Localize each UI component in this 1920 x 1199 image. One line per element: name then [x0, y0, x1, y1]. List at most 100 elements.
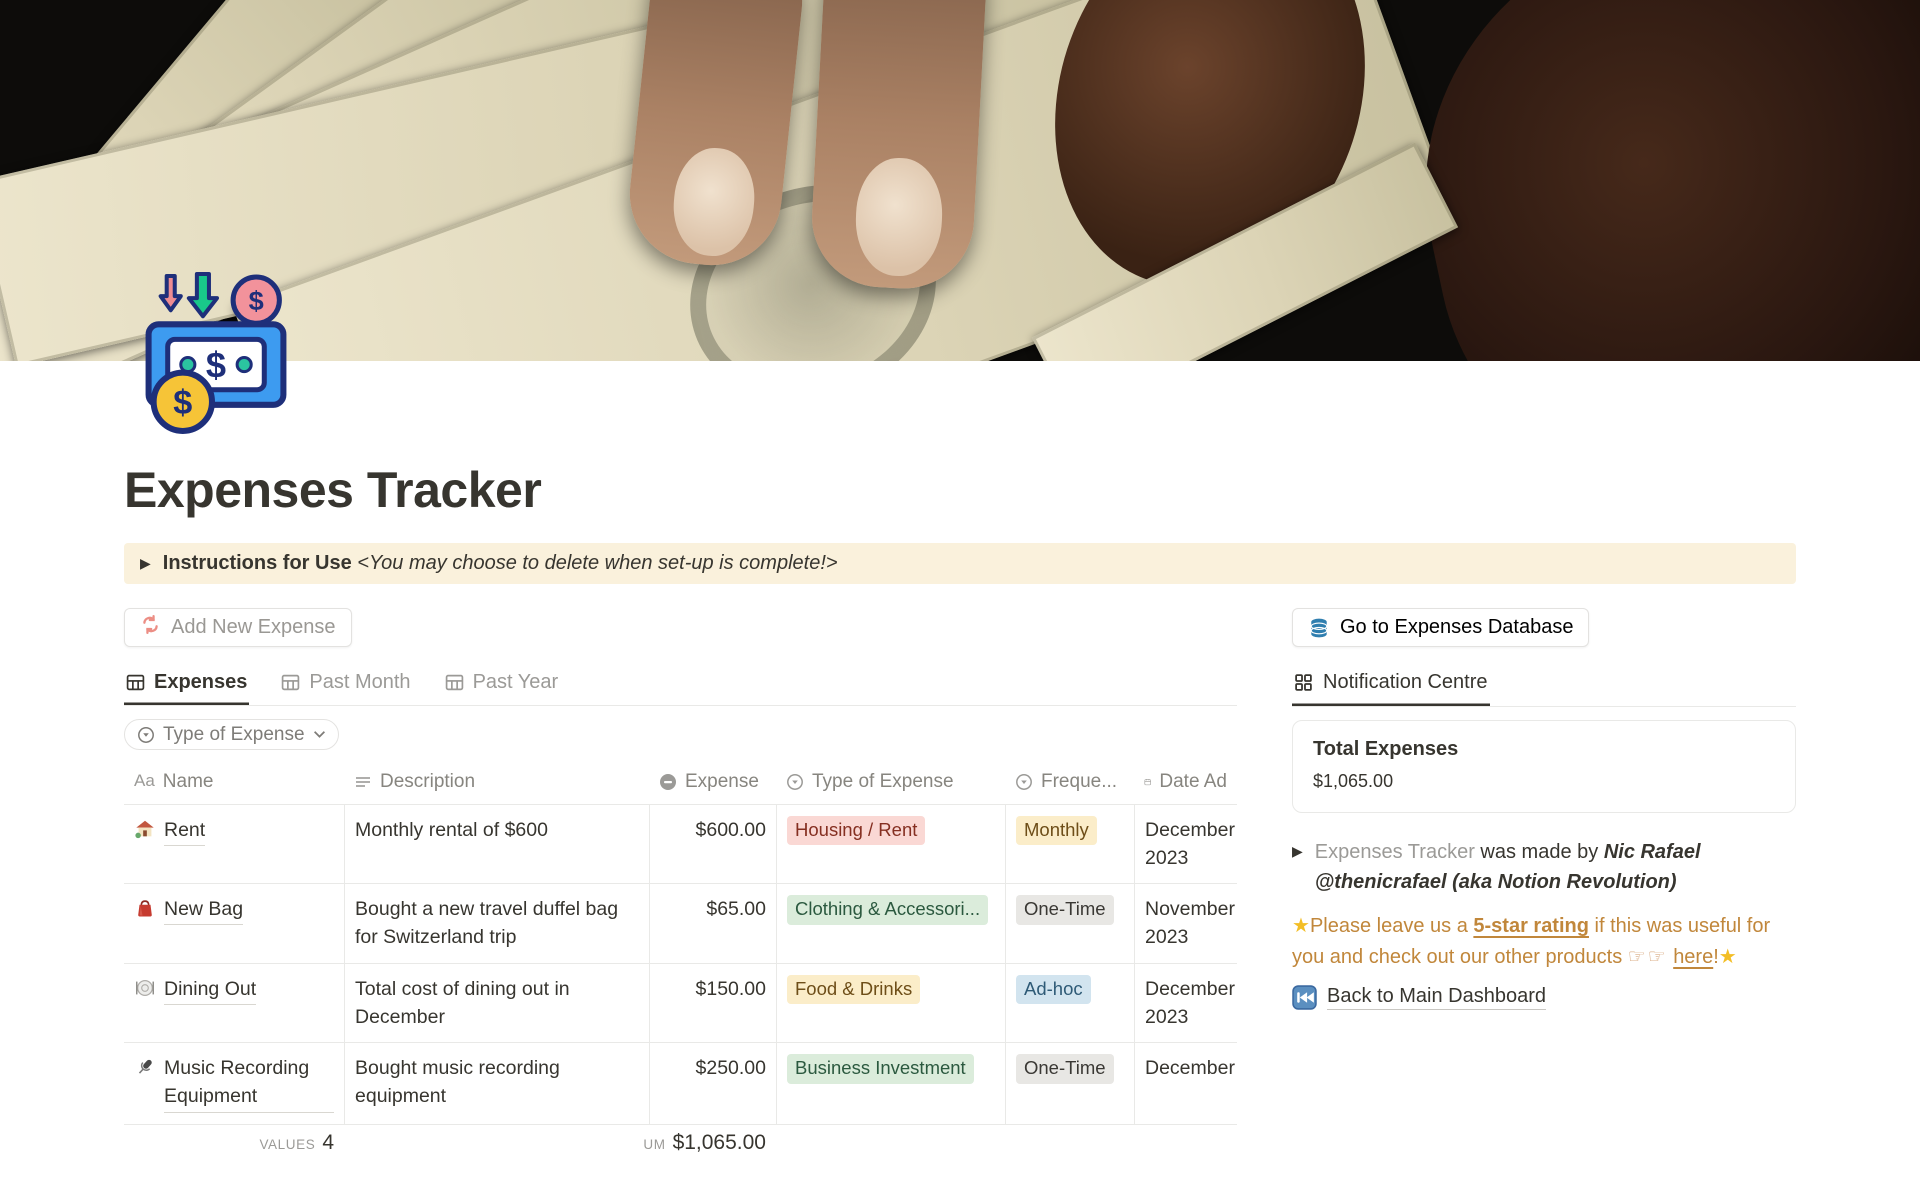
column-header-date[interactable]: Date Ad: [1134, 760, 1237, 804]
grid-board-icon: [1295, 674, 1312, 691]
house-icon: [135, 820, 154, 838]
row-title[interactable]: Dining Out: [164, 975, 257, 1005]
tab-past-month[interactable]: Past Month: [279, 665, 412, 705]
five-star-rating-link[interactable]: 5-star rating: [1473, 915, 1589, 937]
table-row[interactable]: Rent Monthly rental of $600 $600.00 Hous…: [124, 803, 1237, 884]
tab-past-year-label: Past Year: [472, 671, 559, 693]
tab-expenses[interactable]: Expenses: [124, 665, 249, 705]
description-cell[interactable]: Bought a new travel duffel bag for Switz…: [344, 884, 649, 963]
row-title[interactable]: New Bag: [164, 895, 244, 926]
callout-bold: Instructions for Use: [162, 552, 352, 574]
table-view-icon: [445, 674, 463, 691]
date-cell[interactable]: December 2023: [1134, 963, 1237, 1043]
date-cell[interactable]: December 2023: [1134, 804, 1237, 884]
total-expenses-value: $1,065.00: [1313, 771, 1394, 791]
here-link[interactable]: here: [1673, 946, 1714, 968]
number-property-icon: [660, 773, 676, 790]
view-tabs: Expenses Past Month Past Year: [124, 665, 1237, 706]
fork-and-plate-icon: [136, 979, 154, 996]
svg-text:$: $: [173, 384, 192, 422]
total-expenses-card: Total Expenses $1,065.00: [1292, 720, 1796, 813]
expenses-table: Aa Name Description Expense Type of Expe…: [124, 760, 1237, 1163]
values-aggregate[interactable]: VALUES 4: [259, 1130, 334, 1154]
column-header-expense[interactable]: Expense: [649, 760, 776, 804]
back-to-main-dashboard-link[interactable]: Back to Main Dashboard: [1292, 985, 1796, 1010]
type-tag[interactable]: Housing / Rent: [787, 815, 926, 846]
chevron-down-icon: [313, 731, 325, 738]
column-header-frequency[interactable]: Freque...: [1005, 760, 1134, 804]
go-to-expenses-database-button[interactable]: Go to Expenses Database: [1292, 608, 1590, 647]
go-to-expenses-database-label: Go to Expenses Database: [1340, 616, 1574, 638]
description-cell[interactable]: Bought music recording equipment: [344, 1043, 649, 1124]
total-expenses-title: Total Expenses: [1313, 738, 1459, 760]
toggle-triangle-icon[interactable]: ▶: [1292, 843, 1303, 859]
type-tag[interactable]: Business Investment: [787, 1054, 974, 1084]
expense-cell[interactable]: $65.00: [649, 884, 776, 963]
table-body: Rent Monthly rental of $600 $600.00 Hous…: [124, 803, 1237, 1125]
select-property-icon: [787, 773, 803, 790]
date-cell[interactable]: December: [1134, 1043, 1237, 1124]
calendar-icon: [1144, 778, 1151, 785]
database-icon: [1310, 618, 1328, 637]
select-property-icon: [1016, 773, 1032, 790]
type-tag[interactable]: Food & Drinks: [787, 974, 921, 1005]
expense-cell[interactable]: $600.00: [649, 804, 776, 884]
add-new-expense-button[interactable]: Add New Expense: [124, 608, 352, 647]
cover-image: [0, 0, 1920, 361]
notification-centre-tabrow: Notification Centre: [1292, 667, 1796, 707]
rating-promo-text: ★Please leave us a 5-star rating if this…: [1292, 915, 1771, 968]
rewind-icon: [1292, 985, 1317, 1010]
table-view-icon: [282, 674, 300, 691]
credits-author: Nic Rafael @thenicrafael (aka Notion Rev…: [1314, 841, 1701, 893]
column-header-type[interactable]: Type of Expense: [776, 760, 1005, 804]
frequency-tag[interactable]: One-Time: [1016, 895, 1114, 925]
sync-icon: [140, 614, 161, 641]
add-new-expense-label: Add New Expense: [171, 616, 336, 638]
column-header-name[interactable]: Aa Name: [124, 760, 344, 804]
description-cell[interactable]: Monthly rental of $600: [344, 804, 649, 884]
table-footer: VALUES 4 UM $1,065.00: [124, 1125, 1237, 1163]
tab-past-month-label: Past Month: [309, 671, 411, 693]
tab-expenses-label: Expenses: [154, 671, 248, 693]
svg-text:$: $: [249, 285, 264, 316]
row-title[interactable]: Music Recording Equipment: [164, 1054, 334, 1113]
table-row[interactable]: New Bag Bought a new travel duffel bag f…: [124, 883, 1237, 963]
text-property-icon: [356, 776, 370, 787]
column-header-description[interactable]: Description: [344, 760, 649, 804]
filter-chip-label: Type of Expense: [163, 723, 305, 745]
page-title: Expenses Tracker: [124, 462, 542, 518]
star-icon: ★: [1718, 946, 1737, 968]
type-of-expense-filter-chip[interactable]: Type of Expense: [124, 719, 339, 750]
callout-italic: <You may choose to delete when set-up is…: [357, 552, 838, 574]
tab-past-year[interactable]: Past Year: [443, 665, 561, 705]
table-header-row: Aa Name Description Expense Type of Expe…: [124, 760, 1237, 804]
star-icon: ★: [1292, 915, 1310, 937]
date-cell[interactable]: November 2023: [1134, 884, 1237, 963]
credits-page-ref: Expenses Tracker: [1314, 841, 1475, 863]
pointing-hand-icons: ☞☞: [1627, 946, 1668, 968]
credits-text: Expenses Tracker was made by Nic Rafael …: [1314, 841, 1701, 893]
instructions-callout[interactable]: ▶ Instructions for Use <You may choose t…: [124, 543, 1796, 584]
toggle-triangle-icon[interactable]: ▶: [140, 555, 151, 571]
cover-hand: [1376, 0, 1920, 361]
svg-text:$: $: [206, 345, 226, 386]
table-row[interactable]: Dining Out Total cost of dining out in D…: [124, 962, 1237, 1043]
table-view-icon: [126, 674, 145, 691]
back-to-main-dashboard-label: Back to Main Dashboard: [1327, 985, 1547, 1010]
expense-cell[interactable]: $150.00: [649, 963, 776, 1043]
microphone-icon: [138, 1059, 152, 1074]
frequency-tag[interactable]: Ad-hoc: [1016, 974, 1091, 1005]
sum-aggregate[interactable]: UM $1,065.00: [643, 1130, 766, 1154]
frequency-tag[interactable]: One-Time: [1016, 1054, 1114, 1084]
type-tag[interactable]: Clothing & Accessori...: [787, 895, 989, 925]
title-property-icon: Aa: [134, 771, 155, 791]
expense-cell[interactable]: $250.00: [649, 1043, 776, 1124]
tab-notification-centre-label: Notification Centre: [1323, 671, 1488, 693]
credits-toggle[interactable]: ▶ Expenses Tracker was made by Nic Rafae…: [1292, 837, 1796, 897]
tab-notification-centre[interactable]: Notification Centre: [1292, 667, 1490, 706]
table-row[interactable]: Music Recording Equipment Bought music r…: [124, 1042, 1237, 1125]
money-page-icon[interactable]: $ $ $: [138, 270, 294, 436]
description-cell[interactable]: Total cost of dining out in December: [344, 963, 649, 1043]
frequency-tag[interactable]: Monthly: [1016, 815, 1097, 846]
row-title[interactable]: Rent: [164, 816, 206, 846]
